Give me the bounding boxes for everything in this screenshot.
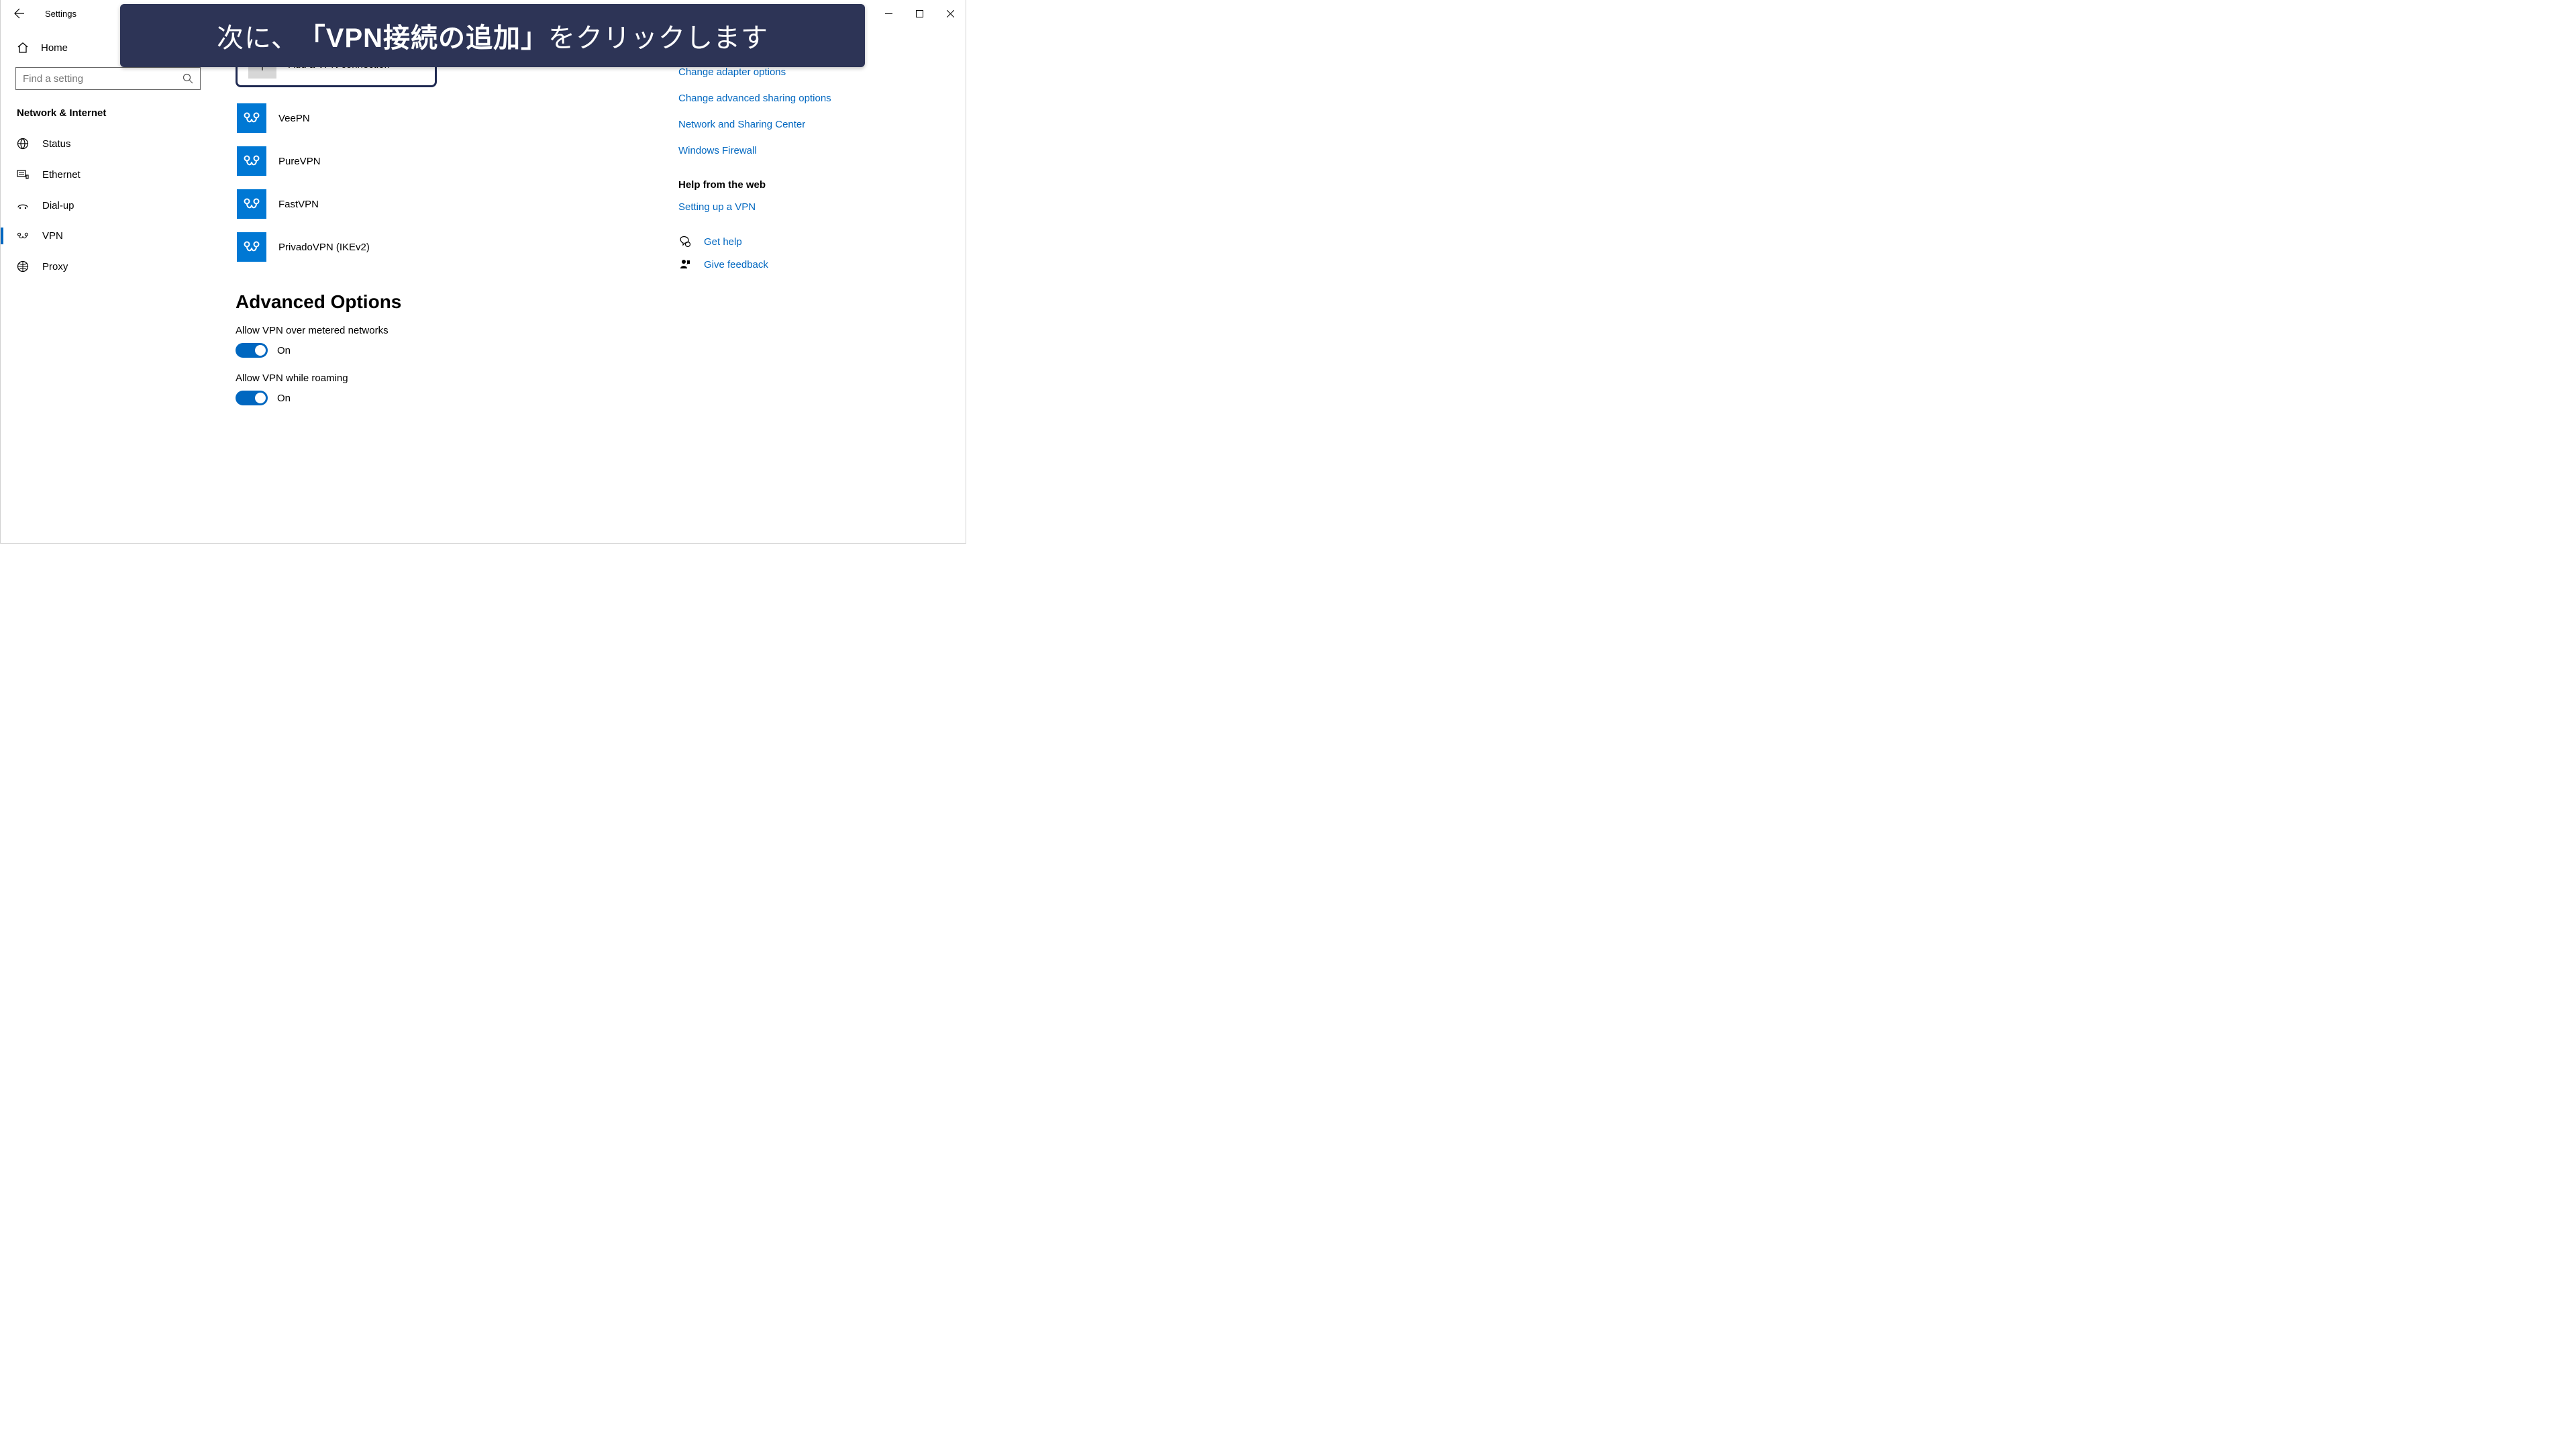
search-wrap [1,63,215,102]
vpn-connection-icon [237,232,266,262]
help-web-section: Help from the web Setting up a VPN [678,179,900,213]
sidebar-item-label: Dial-up [42,200,74,211]
main-column: ＋ Add a VPN connection VeePNPureVPNFastV… [236,42,652,530]
sidebar-item-label: Proxy [42,261,68,272]
vpn-connection-name: VeePN [278,113,310,124]
vpn-connection-icon [237,103,266,133]
sidebar-item-label: VPN [42,230,63,242]
banner-suffix: をクリックします [548,16,768,55]
search-icon [183,73,193,84]
dialup-icon [17,199,29,211]
help-web-heading: Help from the web [678,179,900,191]
sidebar-item-vpn[interactable]: VPN [1,221,215,251]
sidebar-item-label: Ethernet [42,169,81,181]
toggle-state: On [277,345,291,356]
close-button[interactable] [935,3,966,24]
sidebar-item-dialup[interactable]: Dial-up [1,190,215,221]
search-box[interactable] [15,67,201,90]
back-arrow-icon [14,8,25,19]
category-heading: Network & Internet [1,102,215,128]
toggle-switch[interactable] [236,391,268,405]
vpn-connection-item[interactable]: FastVPN [236,183,652,226]
get-help-label: Get help [704,236,742,248]
minimize-icon [885,10,892,17]
vpn-connection-item[interactable]: VeePN [236,97,652,140]
maximize-button[interactable] [904,3,935,24]
give-feedback-label: Give feedback [704,259,768,270]
vpn-connection-name: FastVPN [278,199,319,210]
vpn-connection-name: PrivadoVPN (IKEv2) [278,242,370,253]
option-row: On [236,391,652,405]
close-icon [947,10,954,17]
vpn-connection-item[interactable]: PureVPN [236,140,652,183]
get-help-icon [678,236,692,248]
vpn-connection-name: PureVPN [278,156,321,167]
related-link[interactable]: Windows Firewall [678,145,900,156]
option-label: Allow VPN over metered networks [236,325,652,336]
option-label: Allow VPN while roaming [236,372,652,384]
banner-prefix: 次に、 [217,16,299,55]
vpn-icon [17,232,29,241]
get-help-action[interactable]: Get help [678,236,900,248]
advanced-options-heading: Advanced Options [236,291,652,313]
vpn-connection-item[interactable]: PrivadoVPN (IKEv2) [236,226,652,268]
right-column: Related settings Change adapter optionsC… [678,42,900,530]
home-label: Home [41,42,68,54]
back-button[interactable] [13,7,26,20]
content: Home Network & Internet Status Ethern [1,27,966,543]
window-title: Settings [45,9,76,19]
home-icon [17,42,29,54]
instruction-banner: 次に、 「VPN接続の追加」 をクリックします [120,4,865,67]
main: ＋ Add a VPN connection VeePNPureVPNFastV… [215,27,966,543]
related-link[interactable]: Change advanced sharing options [678,93,900,104]
minimize-button[interactable] [873,3,904,24]
sidebar-item-label: Status [42,138,71,150]
related-link[interactable]: Network and Sharing Center [678,119,900,130]
advanced-options: Allow VPN over metered networks On Allow V… [236,325,652,405]
titlebar-left: Settings [13,7,76,20]
settings-window: Settings Home [0,0,966,544]
give-feedback-action[interactable]: Give feedback [678,258,900,270]
sidebar: Home Network & Internet Status Ethern [1,27,215,543]
vpn-connection-icon [237,146,266,176]
vpn-connection-icon [237,189,266,219]
feedback-icon [678,258,692,270]
vpn-list: VeePN PureVPN FastVPN PrivadoVPN (IKEv2) [236,97,652,268]
ethernet-icon [17,168,29,181]
window-controls [873,3,966,24]
globe-icon [17,138,29,150]
sidebar-item-ethernet[interactable]: Ethernet [1,159,215,190]
banner-bold: 「VPN接続の追加」 [299,16,548,55]
help-link[interactable]: Setting up a VPN [678,201,900,213]
sidebar-item-proxy[interactable]: Proxy [1,251,215,282]
maximize-icon [916,10,923,17]
toggle-switch[interactable] [236,343,268,358]
related-link[interactable]: Change adapter options [678,66,900,78]
search-input[interactable] [23,73,183,85]
sidebar-item-status[interactable]: Status [1,128,215,159]
toggle-state: On [277,393,291,404]
option-row: On [236,343,652,358]
proxy-icon [17,260,29,272]
